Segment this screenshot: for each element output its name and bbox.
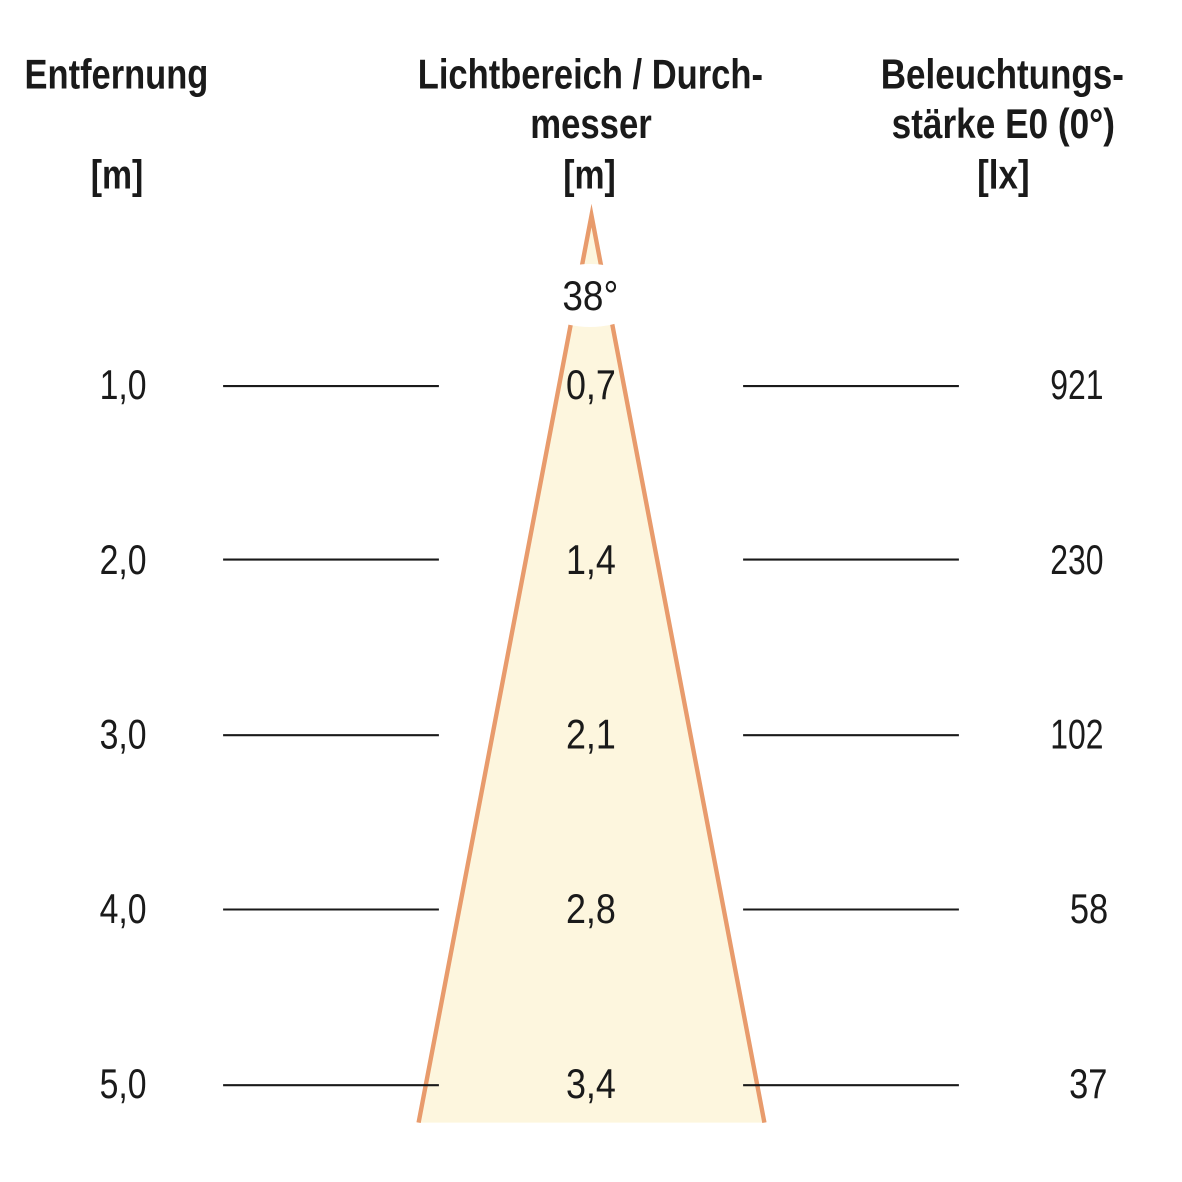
svg-text:0,7: 0,7 bbox=[566, 362, 616, 408]
svg-text:1,0: 1,0 bbox=[100, 362, 147, 409]
svg-text:38°: 38° bbox=[562, 273, 618, 320]
svg-text:2,8: 2,8 bbox=[566, 886, 616, 932]
svg-text:2,0: 2,0 bbox=[100, 537, 147, 584]
svg-text:messer: messer bbox=[530, 101, 652, 148]
svg-text:Entfernung: Entfernung bbox=[25, 52, 209, 99]
svg-text:stärke E0 (0°): stärke E0 (0°) bbox=[892, 101, 1115, 148]
svg-text:[m]: [m] bbox=[91, 151, 144, 197]
svg-text:1,4: 1,4 bbox=[566, 537, 616, 583]
svg-text:230: 230 bbox=[1050, 536, 1103, 583]
svg-text:[m]: [m] bbox=[563, 151, 616, 197]
svg-text:58: 58 bbox=[1070, 886, 1108, 933]
svg-text:102: 102 bbox=[1050, 710, 1103, 757]
svg-text:921: 921 bbox=[1050, 361, 1103, 408]
svg-text:[lx]: [lx] bbox=[977, 153, 1029, 198]
svg-text:4,0: 4,0 bbox=[100, 886, 147, 933]
svg-text:5,0: 5,0 bbox=[100, 1061, 147, 1108]
svg-text:3,4: 3,4 bbox=[566, 1062, 616, 1108]
svg-text:Beleuchtungs-: Beleuchtungs- bbox=[881, 52, 1124, 99]
svg-text:3,0: 3,0 bbox=[100, 711, 147, 758]
svg-text:37: 37 bbox=[1069, 1061, 1107, 1108]
svg-text:Lichtbereich / Durch-: Lichtbereich / Durch- bbox=[418, 52, 763, 99]
svg-text:2,1: 2,1 bbox=[566, 712, 616, 758]
